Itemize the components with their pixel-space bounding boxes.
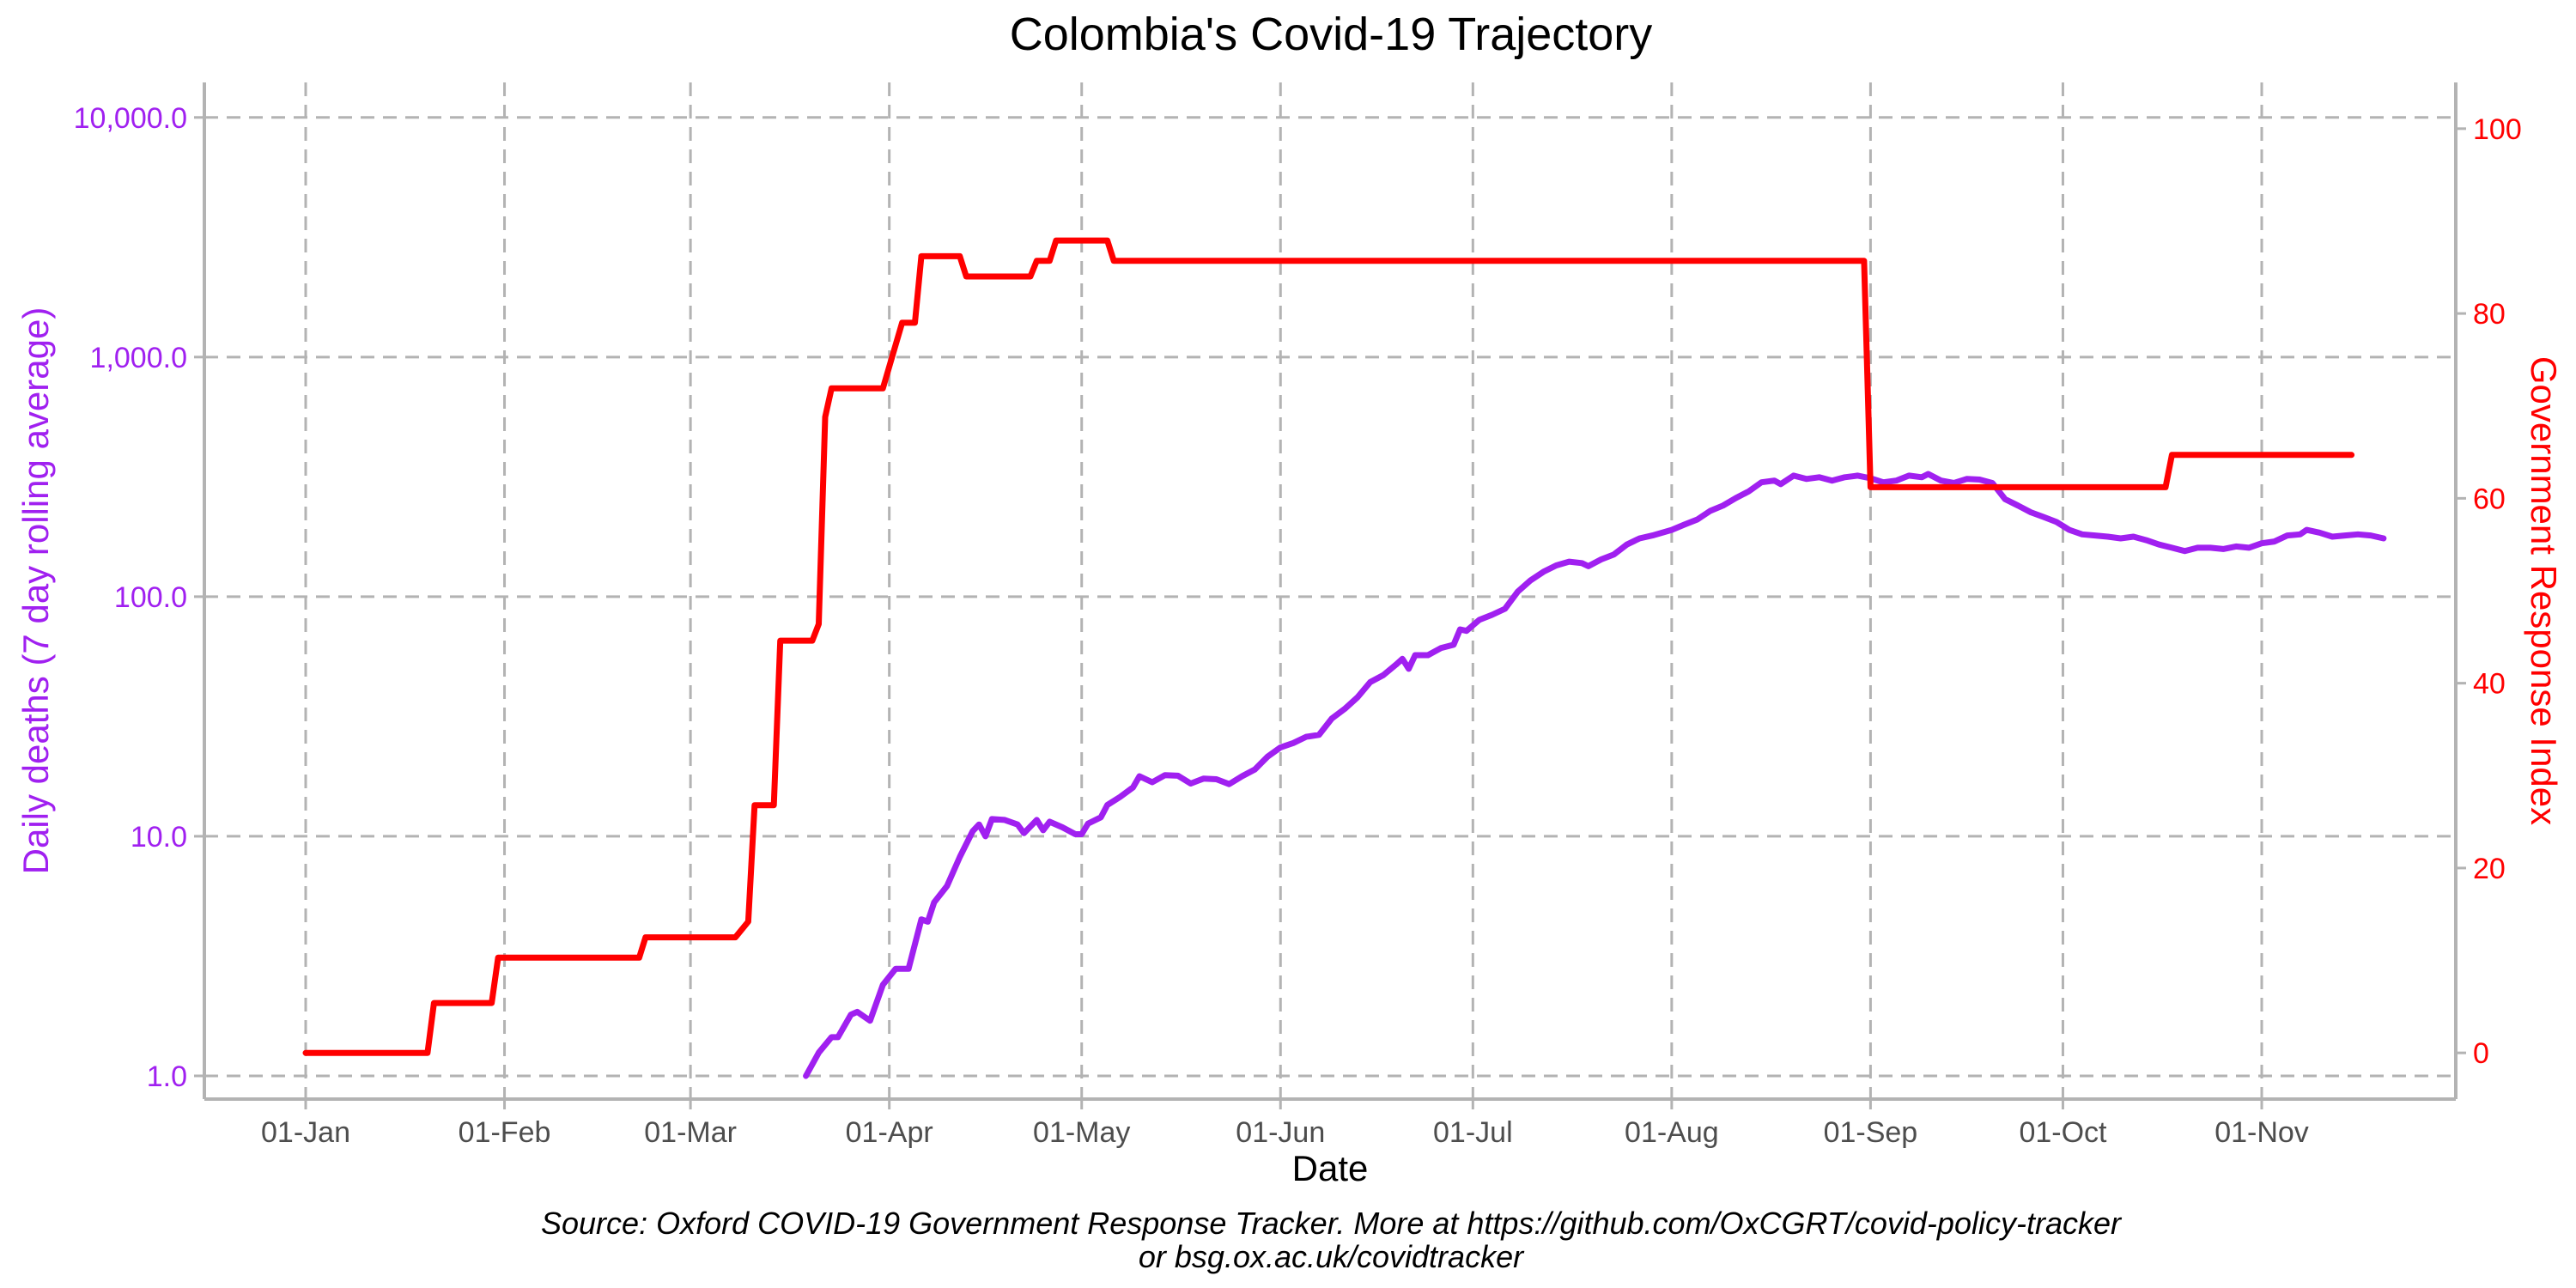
grid [204,82,2456,1099]
source-line-1: Source: Oxford COVID-19 Government Respo… [541,1206,2123,1241]
y-left-tick-label: 10.0 [131,821,187,854]
x-axis-title: Date [1292,1148,1369,1188]
axes [194,82,2466,1109]
x-tick-label: 01-Apr [846,1116,933,1149]
y-right-tick-label: 0 [2473,1037,2489,1070]
y-left-tick-label: 1.0 [147,1060,187,1093]
y-left-tick-label: 10,000.0 [74,102,187,135]
x-tick-label: 01-Sep [1824,1116,1918,1149]
x-tick-label: 01-Nov [2215,1116,2309,1149]
x-tick-label: 01-Feb [459,1116,551,1149]
x-tick-label: 01-Mar [644,1116,737,1149]
source-line-2: or bsg.ox.ac.uk/covidtracker [1139,1239,1525,1274]
y-right-tick-label: 20 [2473,853,2506,885]
y-right-tick-label: 40 [2473,668,2506,701]
tick-labels: 01-Jan 01-Feb 01-Mar 01-Apr 01-May 01-Jun 01-J… [74,102,2522,1149]
daily-deaths-line [803,471,2387,1079]
y-left-tick-label: 100.0 [114,581,187,614]
y-axis-right-title: Government Response Index [2524,356,2564,825]
x-tick-label: 01-Jun [1236,1116,1325,1149]
series [302,237,2387,1079]
y-right-tick-label: 80 [2473,298,2506,331]
x-tick-label: 01-May [1033,1116,1130,1149]
x-tick-label: 01-Jul [1433,1116,1513,1149]
y-axis-left-title: Daily deaths (7 day rolling average) [15,307,56,875]
x-tick-label: 01-Oct [2019,1116,2107,1149]
y-right-tick-label: 60 [2473,483,2506,515]
x-tick-label: 01-Aug [1625,1116,1719,1149]
y-left-tick-label: 1,000.0 [90,342,187,374]
x-tick-label: 01-Jan [261,1116,350,1149]
chart-title: Colombia's Covid-19 Trajectory [1010,9,1653,60]
government-response-index-line [302,237,2355,1056]
y-right-tick-label: 100 [2473,113,2522,146]
